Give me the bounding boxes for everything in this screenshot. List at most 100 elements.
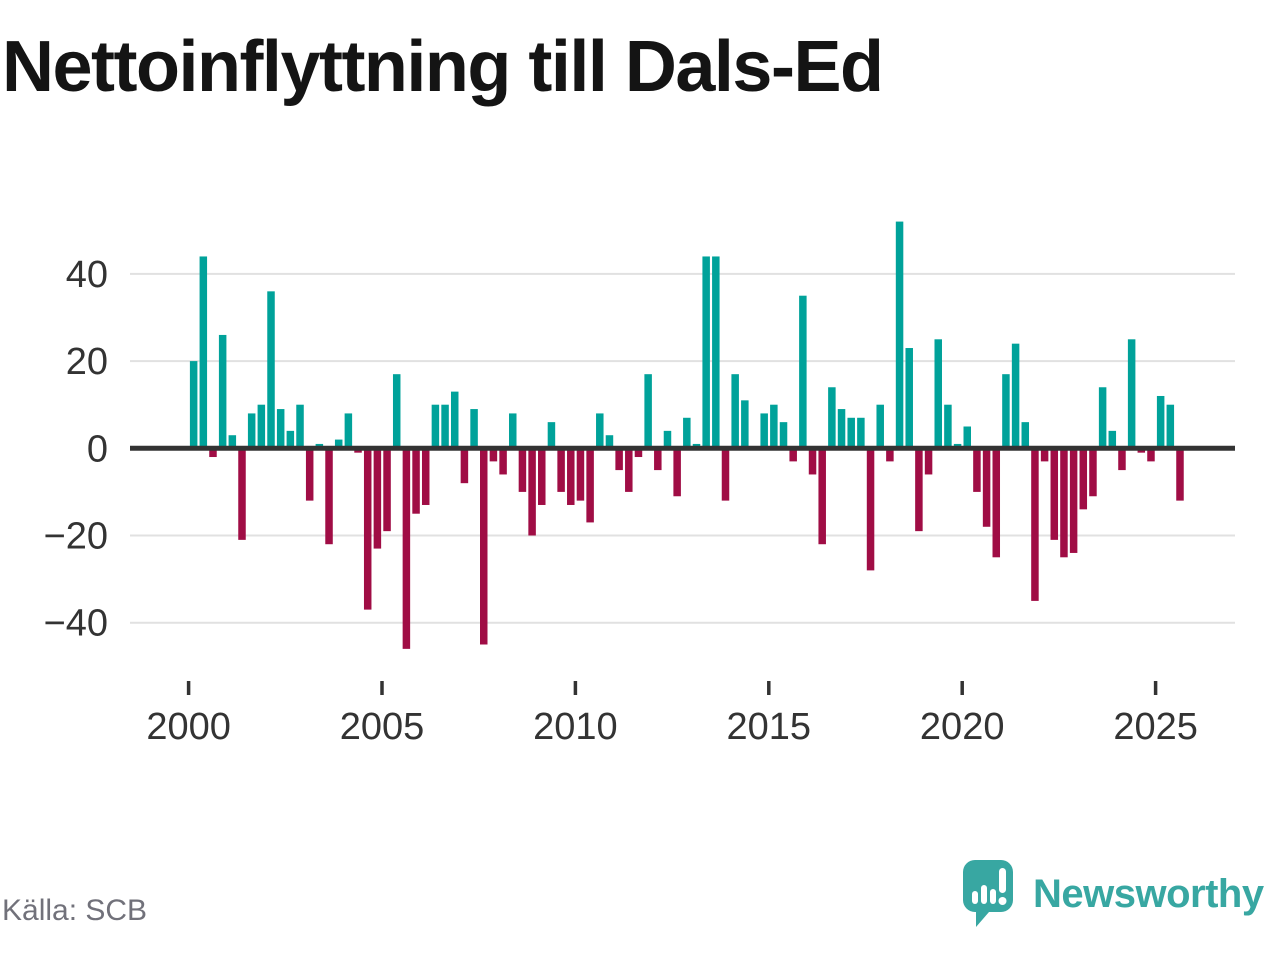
bar-2008-q2 — [509, 413, 517, 449]
bar-2010-q3 — [596, 413, 604, 449]
bar-2016-q4 — [837, 409, 846, 449]
bar-2023-q1 — [1079, 448, 1088, 510]
bar-2020-q3 — [982, 448, 991, 527]
bar-2023-q2 — [1089, 448, 1097, 497]
bar-2011-q4 — [644, 374, 652, 449]
bar-2009-q4 — [567, 448, 575, 505]
bar-2017-q1 — [847, 417, 855, 449]
bar-2021-q4 — [1031, 448, 1039, 601]
x-tick-label-2005: 2005 — [340, 706, 425, 748]
bar-2001-q4 — [257, 404, 266, 449]
y-tick-label--20: −20 — [44, 516, 108, 558]
bar-2007-q1 — [460, 448, 469, 484]
bar-2017-q2 — [857, 417, 865, 449]
y-tick-label-40: 40 — [66, 254, 108, 296]
bar-2011-q2 — [625, 448, 633, 492]
bar-2022-q4 — [1069, 448, 1078, 553]
bar-2001-q3 — [247, 413, 256, 449]
bar-2003-q1 — [305, 448, 314, 501]
bar-2007-q3 — [480, 448, 488, 645]
bar-2010-q2 — [586, 448, 594, 523]
bar-2009-q3 — [557, 448, 565, 492]
bar-2023-q3 — [1098, 387, 1107, 449]
bar-2004-q3 — [363, 448, 372, 610]
bar-2004-q1 — [344, 413, 353, 449]
bar-2001-q1 — [228, 435, 237, 449]
bar-2003-q3 — [325, 448, 333, 545]
bar-2017-q4 — [876, 404, 884, 449]
chart-title: Nettoinflyttning till Dals-Ed — [2, 27, 884, 107]
bar-2011-q1 — [615, 448, 623, 471]
bar-2005-q4 — [412, 448, 420, 514]
bar-2006-q1 — [421, 448, 430, 505]
bar-2022-q3 — [1060, 448, 1068, 558]
bar-2001-q2 — [238, 448, 246, 540]
bar-2018-q2 — [895, 221, 904, 449]
bar-2006-q4 — [450, 391, 459, 449]
bar-2021-q2 — [1011, 343, 1020, 449]
bar-2018-q4 — [915, 448, 923, 532]
bar-2000-q4 — [218, 334, 227, 449]
bar-2023-q4 — [1108, 430, 1117, 449]
bar-2009-q2 — [547, 422, 556, 449]
bar-2005-q1 — [383, 448, 391, 532]
bar-2014-q4 — [760, 413, 768, 449]
bar-2022-q2 — [1050, 448, 1059, 540]
bar-2002-q3 — [286, 430, 295, 449]
bar-2002-q2 — [276, 409, 285, 449]
bar-2008-q3 — [518, 448, 527, 492]
bar-2019-q2 — [934, 339, 942, 449]
bar-2024-q4 — [1147, 448, 1155, 462]
x-tick-label-2000: 2000 — [146, 706, 231, 748]
bar-2014-q2 — [741, 400, 749, 449]
bar-2009-q1 — [538, 448, 546, 505]
bar-2024-q1 — [1118, 448, 1126, 471]
bar-2025-q3 — [1176, 448, 1184, 501]
bar-2016-q2 — [818, 448, 826, 545]
source-note: Källa: SCB — [2, 894, 148, 927]
bar-2016-q3 — [828, 387, 836, 449]
x-tick-label-2020: 2020 — [920, 706, 1005, 748]
newsworthy-logo-text: Newsworthy — [1033, 871, 1264, 916]
bar-2010-q4 — [605, 435, 614, 449]
bar-2025-q1 — [1156, 395, 1165, 449]
bar-2022-q1 — [1040, 448, 1049, 462]
bar-2018-q1 — [886, 448, 894, 462]
bar-2008-q4 — [528, 448, 536, 536]
bar-2012-q2 — [663, 430, 672, 449]
bar-2013-q3 — [712, 256, 720, 449]
bar-2020-q1 — [963, 426, 971, 449]
bar-2006-q2 — [431, 404, 440, 449]
bar-2021-q3 — [1021, 422, 1030, 449]
bar-2021-q1 — [1002, 374, 1010, 449]
x-tick-label-2015: 2015 — [727, 706, 812, 748]
bar-2014-q1 — [731, 374, 739, 449]
y-tick-label-20: 20 — [66, 341, 108, 383]
bar-2015-q2 — [779, 422, 788, 449]
bar-2006-q3 — [441, 404, 449, 449]
bar-2002-q4 — [296, 404, 304, 449]
bar-2013-q2 — [702, 256, 710, 449]
y-tick-label--40: −40 — [44, 603, 108, 645]
bar-2017-q3 — [866, 448, 875, 571]
bar-2012-q4 — [683, 417, 691, 449]
bar-2004-q4 — [373, 448, 382, 549]
bar-2012-q1 — [654, 448, 662, 471]
bar-2000-q3 — [209, 448, 217, 458]
bar-2005-q2 — [392, 374, 401, 449]
bar-2020-q4 — [992, 448, 1001, 558]
bar-2018-q3 — [905, 348, 913, 449]
bar-2000-q1 — [189, 361, 198, 449]
y-tick-label-0: 0 — [87, 428, 108, 470]
newsworthy-logo-icon — [963, 860, 1013, 927]
bar-2024-q2 — [1127, 339, 1136, 449]
x-tick-label-2010: 2010 — [533, 706, 618, 748]
bar-2005-q3 — [402, 448, 411, 649]
bar-2025-q2 — [1166, 404, 1175, 449]
bar-2002-q1 — [267, 291, 275, 449]
newsworthy-logo: Newsworthy — [963, 860, 1264, 927]
bar-2012-q3 — [673, 448, 681, 497]
bar-2013-q4 — [721, 448, 730, 501]
